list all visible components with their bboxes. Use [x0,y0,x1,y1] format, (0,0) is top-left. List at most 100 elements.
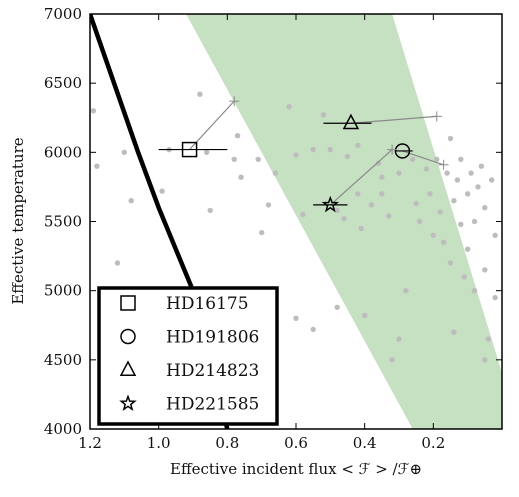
y-tick-label: 6000 [44,143,82,161]
background-point [396,170,402,176]
marker-HD214823 [342,113,360,130]
background-point [358,225,364,232]
background-point [355,142,361,149]
background-point [368,202,375,208]
legend-marker-HD221585 [119,394,137,411]
background-point [489,177,495,183]
background-point [94,163,100,169]
background-point [259,229,265,236]
background-point [293,315,299,321]
background-point [386,213,392,219]
y-tick-label: 4000 [44,420,82,438]
x-tick-label: 0.2 [421,434,445,452]
track-line-HD214823 [350,115,437,124]
background-point [197,91,203,97]
background-point [465,246,471,252]
background-point [437,209,443,215]
background-point [471,218,478,225]
background-point [485,336,491,342]
background-point [444,170,450,176]
background-point [379,191,385,197]
background-point [471,288,478,294]
background-point [90,108,97,114]
background-point [231,156,237,162]
y-axis-label: Effective temperature [9,137,27,304]
x-tick-label: 1.2 [78,434,102,452]
marker-HD221585 [321,195,340,213]
background-point [341,216,347,222]
background-point [265,202,272,208]
background-point [204,149,210,155]
legend-label: HD221585 [166,395,259,415]
background-point [121,149,128,155]
background-point [482,357,488,363]
background-point [434,156,440,162]
background-point [362,312,368,319]
background-point [454,177,461,183]
x-tick-label: 0.6 [284,434,308,452]
marker-HD191806 [394,143,411,159]
x-tick-label: 0.8 [215,434,239,452]
marker-HD16175 [181,141,198,158]
background-point [465,191,471,197]
legend-marker-HD214823 [119,360,137,376]
background-point [482,205,488,211]
background-point [375,160,382,167]
background-point [447,135,454,142]
legend-marker-HD16175 [120,295,136,311]
background-point [396,336,402,342]
track-line-HD16175 [189,100,235,150]
background-point [492,232,498,238]
x-tick-label: 1.0 [147,434,171,452]
background-point [344,153,351,160]
background-point [334,207,340,214]
legend-label: HD191806 [166,328,259,348]
background-point [293,152,299,158]
background-point [447,260,454,266]
background-point [451,329,457,335]
y-tick-label: 5000 [44,282,82,300]
background-point [379,174,385,180]
background-point [403,288,409,294]
x-axis-label: Effective incident flux < ℱ > /ℱ⊕ [170,460,422,478]
background-point [482,267,488,273]
y-tick-label: 7000 [44,5,82,23]
background-point [320,112,327,118]
background-point [327,146,333,153]
background-point [440,239,447,245]
background-point [334,304,340,310]
legend-marker-HD191806 [120,328,136,345]
background-point [416,218,423,225]
background-point [310,146,316,153]
background-point [430,232,436,238]
background-point [355,191,361,197]
background-point [413,200,419,207]
background-point [234,133,241,139]
background-point [159,188,165,194]
y-tick-label: 4500 [44,351,82,369]
background-point [461,274,467,280]
background-point [300,211,306,218]
background-point [255,156,261,162]
background-point [310,326,316,333]
background-point [114,260,121,266]
y-tick-label: 5500 [44,213,82,231]
background-point [128,198,134,204]
legend-label: HD214823 [166,361,259,381]
background-point [468,170,474,176]
background-point [238,174,244,180]
background-point [389,357,395,363]
background-point [492,294,498,301]
background-point [475,184,481,190]
legend-label: HD16175 [166,294,249,314]
background-point [272,170,279,176]
legend: HD16175 HD191806 HD214823 HD221585 [97,286,279,426]
background-point [451,198,457,204]
y-tick-label: 6500 [44,74,82,92]
x-tick-label: 0.4 [353,434,377,452]
background-point [410,156,416,162]
background-point [458,221,464,227]
background-point [458,156,464,162]
track-line-HD221585 [329,149,393,206]
